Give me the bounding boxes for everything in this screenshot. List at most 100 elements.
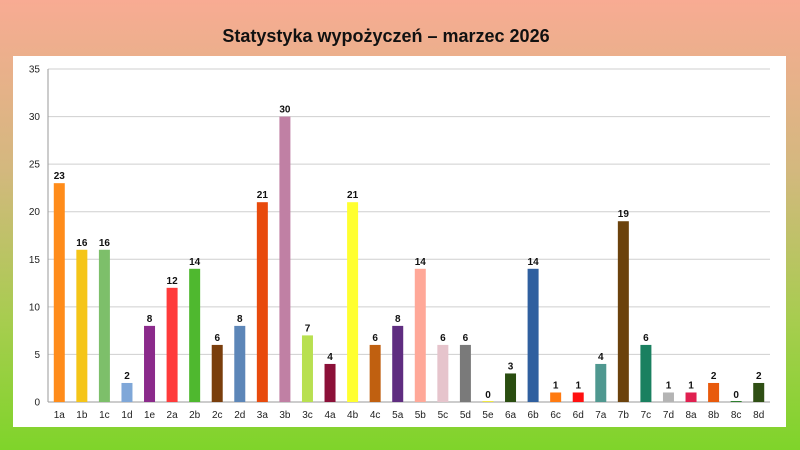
bar — [437, 344, 449, 402]
data-label: 8 — [147, 314, 153, 325]
bar — [211, 344, 223, 402]
bar — [414, 268, 426, 402]
bar — [166, 287, 178, 402]
x-tick-label: 7b — [618, 410, 630, 421]
data-label: 0 — [485, 390, 491, 401]
y-tick-label: 20 — [29, 207, 41, 218]
x-tick-label: 1a — [54, 410, 66, 421]
x-tick-label: 5c — [438, 410, 449, 421]
data-label: 0 — [733, 390, 739, 401]
x-tick-label: 1d — [121, 410, 132, 421]
data-label: 1 — [553, 380, 559, 391]
bar — [324, 363, 336, 402]
x-tick-label: 8c — [731, 410, 742, 421]
bar — [76, 249, 88, 402]
data-label: 1 — [688, 380, 694, 391]
y-tick-label: 30 — [29, 112, 41, 123]
data-label: 4 — [327, 352, 333, 363]
bar — [121, 382, 133, 402]
data-label: 1 — [575, 380, 581, 391]
data-label: 30 — [279, 105, 291, 116]
x-tick-label: 5d — [460, 410, 471, 421]
x-tick-label: 1b — [76, 410, 88, 421]
data-label: 23 — [54, 171, 66, 182]
bar-chart: 05101520253035231a161b161c21d81e122a142b… — [29, 65, 770, 421]
data-label: 19 — [618, 209, 630, 220]
bar — [234, 325, 246, 402]
bar — [347, 202, 359, 402]
data-label: 6 — [214, 333, 220, 344]
data-label: 6 — [440, 333, 446, 344]
x-tick-label: 4b — [347, 410, 359, 421]
x-tick-label: 7d — [663, 410, 674, 421]
bar — [505, 373, 517, 402]
data-label: 7 — [305, 323, 311, 334]
bar — [550, 392, 562, 402]
bar — [369, 344, 381, 402]
data-label: 2 — [756, 371, 762, 382]
bar — [572, 392, 584, 402]
bar — [279, 116, 291, 403]
data-label: 16 — [76, 238, 88, 249]
x-tick-label: 4a — [324, 410, 336, 421]
data-label: 21 — [347, 190, 359, 201]
data-label: 2 — [711, 371, 717, 382]
bar — [392, 325, 404, 402]
chart-title: Statystyka wypożyczeń – marzec 2026 — [222, 26, 550, 46]
x-tick-label: 8d — [753, 410, 764, 421]
bar — [53, 183, 65, 402]
bar — [459, 344, 471, 402]
bar — [662, 392, 674, 402]
bar — [617, 221, 629, 402]
bar — [595, 363, 607, 402]
data-label: 16 — [99, 238, 111, 249]
x-tick-label: 2d — [234, 410, 245, 421]
y-tick-label: 10 — [29, 302, 41, 313]
bar — [640, 344, 652, 402]
x-tick-label: 5b — [415, 410, 427, 421]
data-label: 6 — [372, 333, 378, 344]
x-tick-label: 4c — [370, 410, 381, 421]
bar — [685, 392, 697, 402]
data-label: 12 — [167, 276, 179, 287]
data-label: 2 — [124, 371, 130, 382]
x-tick-label: 7c — [641, 410, 652, 421]
plot-area: 0 5 10 15 20 25 30 35 23 1a 16 1b 16 1c 2 1d 8 1e 12 2a 14 2b… — [13, 56, 786, 427]
bar — [98, 249, 110, 402]
x-tick-label: 6a — [505, 410, 517, 421]
data-label: 14 — [189, 257, 201, 268]
x-tick-label: 6c — [550, 410, 561, 421]
y-tick-label: 35 — [29, 65, 41, 76]
data-label: 14 — [528, 257, 540, 268]
y-tick-label: 0 — [34, 398, 40, 409]
data-label: 1 — [666, 380, 672, 391]
x-tick-label: 2c — [212, 410, 223, 421]
bar — [730, 401, 742, 402]
y-tick-label: 5 — [34, 350, 40, 361]
x-tick-label: 8b — [708, 410, 720, 421]
x-tick-label: 3c — [302, 410, 313, 421]
x-tick-label: 5e — [482, 410, 494, 421]
x-tick-label: 2a — [167, 410, 179, 421]
x-tick-label: 2b — [189, 410, 201, 421]
data-label: 21 — [257, 190, 269, 201]
bar — [753, 382, 765, 402]
data-label: 14 — [415, 257, 427, 268]
x-tick-label: 6b — [528, 410, 540, 421]
x-tick-label: 7a — [595, 410, 607, 421]
bar — [144, 325, 156, 402]
bar — [301, 335, 313, 402]
x-tick-label: 1e — [144, 410, 156, 421]
bar — [708, 382, 720, 402]
bar — [256, 202, 268, 402]
y-tick-label: 15 — [29, 255, 41, 266]
x-tick-label: 3b — [279, 410, 291, 421]
bar — [527, 268, 539, 402]
data-label: 3 — [508, 361, 514, 372]
x-tick-label: 8a — [685, 410, 697, 421]
data-label: 4 — [598, 352, 604, 363]
bar — [189, 268, 201, 402]
data-label: 6 — [643, 333, 649, 344]
x-tick-label: 3a — [257, 410, 269, 421]
x-tick-label: 1c — [99, 410, 110, 421]
